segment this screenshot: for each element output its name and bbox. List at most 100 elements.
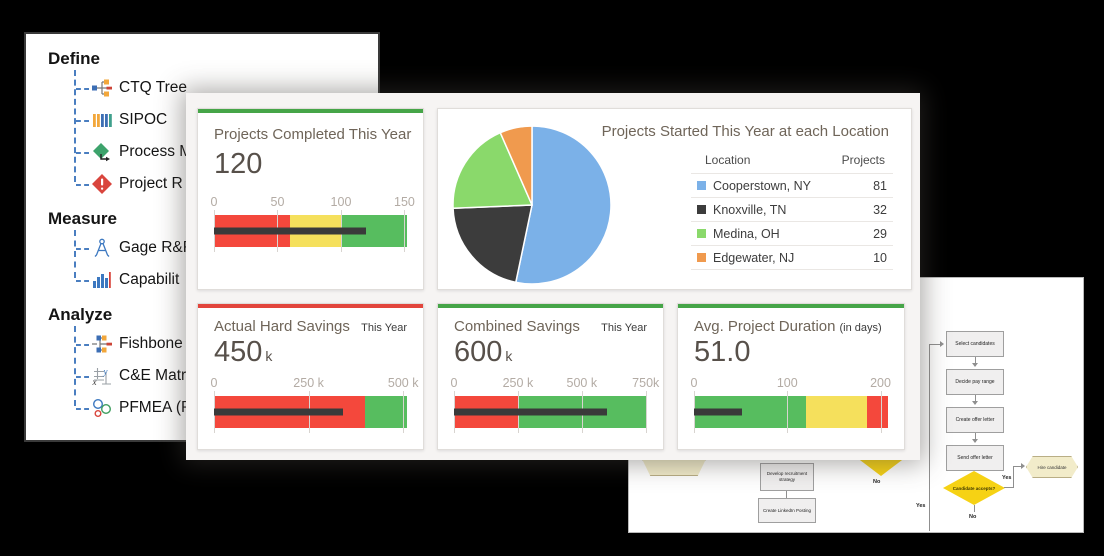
flow-step-select-candidates: Select candidates [946, 331, 1004, 357]
card-accent-bar [198, 109, 423, 113]
bullet-track [214, 210, 407, 252]
tree-section-items: Fishbone y x C&E Matr PFMEA (P [74, 326, 378, 424]
flow-step-create-offer-letter: Create offer letter [946, 407, 1004, 433]
flow-yes-line [1013, 466, 1023, 467]
tree-section-items: Gage R&R Capabilit [74, 230, 378, 296]
flow-no-label: No [969, 514, 977, 520]
bullet-range-band [365, 396, 407, 428]
tree-item-process-m[interactable]: Process M [74, 136, 378, 168]
flow-arrowhead [940, 341, 944, 347]
pie-legend-header: Location Projects [691, 153, 893, 173]
legend-label: Edgewater, NJ [713, 250, 795, 265]
bullet-tick-label: 150 [394, 195, 415, 209]
bullet-tick-label: 750k [632, 376, 660, 390]
kpi-value: 51.0 [694, 336, 751, 368]
kpi-card-combined-savings: Combined Savings This Year 600 k 0 250 k 50… [437, 303, 664, 450]
card-accent-bar [438, 304, 663, 308]
kpi-value: 120 [214, 148, 263, 180]
sipoc-icon [92, 110, 112, 130]
bullet-tick-label: 100 [330, 195, 352, 209]
bullet-tick-label: 100 [776, 376, 798, 390]
tree-section-title-define: Define [48, 49, 100, 68]
bullet-axis-labels: 0 100 200 [691, 376, 891, 393]
pie-legend: Location Projects Cooperstown, NY 81 Knoxv… [691, 153, 893, 270]
card-title-suffix: This Year [601, 322, 647, 334]
pie-chart-title: Projects Started This Year at each Locat… [601, 123, 889, 140]
flow-loop-line-horizontal [929, 344, 941, 345]
card-title: Actual Hard Savings [214, 318, 350, 335]
tree-section-title-analyze: Analyze [48, 305, 113, 324]
capability-icon [92, 270, 112, 290]
legend-swatch [697, 229, 706, 238]
bullet-tick-label: 0 [210, 376, 218, 390]
legend-row-medina-oh: Medina, OH 29 [691, 221, 893, 245]
card-title-suffix: This Year [361, 322, 407, 334]
pie-chart [452, 125, 612, 285]
bullet-axis-labels: 0 50 100 150 [210, 195, 415, 212]
kpi-card-projects-completed: Projects Completed This Year 120 0 50 100 1… [197, 108, 424, 290]
ctq-tree-icon [92, 78, 112, 98]
tree-item-ctq-tree[interactable]: CTQ Tree [74, 72, 378, 104]
bullet-measure-bar [454, 408, 608, 416]
flow-no-line [974, 505, 975, 512]
bullet-gridline [880, 391, 882, 433]
tree-item-sipoc[interactable]: SIPOC [74, 104, 378, 136]
bullet-chart-projects-completed: 0 50 100 150 [210, 195, 415, 252]
flow-yes-line [1004, 487, 1014, 488]
bullet-axis-labels: 0 250 k 500 k [210, 376, 419, 393]
tree-item-label: Process M [119, 143, 193, 160]
bullet-chart-combined-savings: 0 250 k 500 k 750k [451, 376, 660, 433]
bullet-range-band [866, 396, 888, 428]
flow-connector [975, 395, 976, 404]
tree-item-capabilit[interactable]: Capabilit [74, 264, 378, 296]
kpi-value: 600 k [454, 336, 513, 368]
tree-item-c-e-matr[interactable]: y x C&E Matr [74, 360, 378, 392]
bullet-chart-actual-hard-savings: 0 250 k 500 k [210, 376, 419, 433]
legend-row-cooperstown-ny: Cooperstown, NY 81 [691, 173, 893, 197]
legend-swatch [697, 181, 706, 190]
svg-text:y: y [103, 367, 108, 377]
card-title: Projects Completed This Year [214, 126, 412, 143]
tree-item-project-r[interactable]: Project R [74, 168, 378, 200]
gage-rr-icon [92, 238, 112, 258]
pie-slice-knoxville-tn [452, 204, 533, 284]
tree-item-label: SIPOC [119, 111, 168, 128]
legend-swatch [697, 205, 706, 214]
bullet-measure-bar [214, 408, 343, 416]
card-accent-bar [198, 304, 423, 308]
svg-text:x: x [92, 377, 97, 386]
flow-partial-box-create-linkedin-posting: Create LinkedIn Posting [758, 498, 816, 523]
flow-result-hire-candidate: Hire candidate [1026, 456, 1078, 478]
kpi-card-actual-hard-savings: Actual Hard Savings This Year 450 k 0 250 … [197, 303, 424, 450]
legend-swatch [697, 253, 706, 262]
tree-item-fishbone[interactable]: Fishbone [74, 328, 378, 360]
fishbone-icon [92, 334, 112, 354]
card-accent-bar [678, 304, 904, 308]
legend-value: 32 [873, 202, 887, 217]
tree-section-items: CTQ Tree SIPOC Process M Project R [74, 70, 378, 200]
bullet-range-band [805, 396, 867, 428]
pfmea-icon [92, 398, 112, 418]
bullet-axis-labels: 0 250 k 500 k 750k [451, 376, 660, 393]
flow-arrowhead [972, 401, 978, 405]
bullet-chart-avg-project-duration: 0 100 200 [691, 376, 891, 433]
tree-item-label: Gage R&R [119, 239, 194, 256]
bullet-gridline [404, 210, 406, 252]
bullet-tick-label: 0 [210, 195, 218, 209]
tree-item-pfmea-p[interactable]: PFMEA (P [74, 392, 378, 424]
legend-label: Knoxville, TN [713, 202, 787, 217]
kpi-card-avg-project-duration: Avg. Project Duration (in days) 51.0 0 10… [677, 303, 905, 450]
flow-partial-box-develop-recruitment-strategy: Develop recruitment strategy [760, 463, 814, 491]
tree-item-gage-r-r[interactable]: Gage R&R [74, 232, 378, 264]
bullet-tick-label: 500 k [566, 376, 598, 390]
flow-decision-candidate-accepts: Candidate accepts? [943, 471, 1005, 505]
bullet-gridline [645, 391, 647, 433]
bullet-tick-label: 50 [270, 195, 285, 209]
tree-item-label: Fishbone [119, 335, 183, 352]
bullet-track [214, 391, 407, 433]
legend-header-location: Location [705, 153, 751, 167]
bullet-track [694, 391, 888, 433]
bullet-gridline [787, 391, 789, 433]
flow-yes-line [1013, 466, 1014, 488]
